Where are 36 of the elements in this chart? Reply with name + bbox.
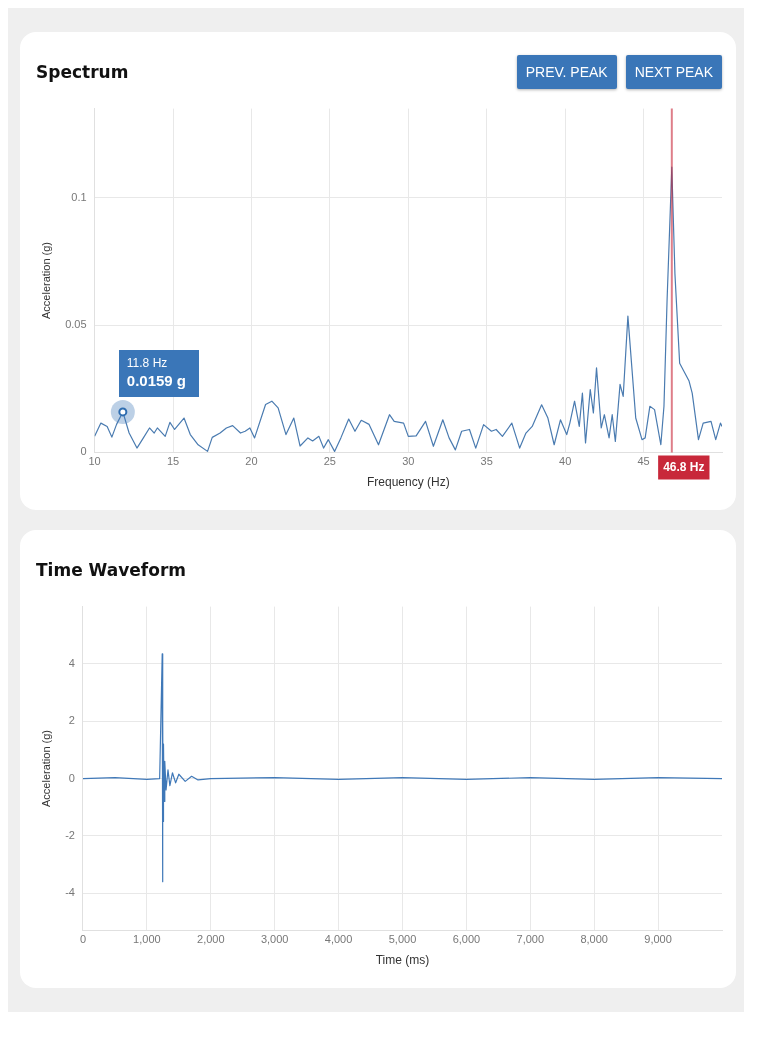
x-tick-label: 6,000 [452,933,481,946]
x-tick-label: 5,000 [388,933,417,946]
x-tick-label: 3,000 [260,933,289,946]
x-tick-label: 8,000 [580,933,608,946]
y-tick-label: 0 [68,771,75,784]
button[interactable]: NEXT PEAK [625,55,722,89]
x-tick-label: 15 [166,455,180,468]
x-tick-label: 45 [637,455,650,468]
y-axis-title: Acceleration (g) [39,729,52,808]
chart-title: Time Waveform [36,560,186,580]
x-tick-label: 9,000 [644,933,672,946]
x-axis-title: Time (ms) [375,953,430,968]
chart-title: Spectrum [36,62,129,82]
x-tick-label: 1,000 [133,933,161,946]
y-axis-title: Acceleration (g) [39,241,52,320]
y-tick-label: 0.05 [65,318,87,331]
x-tick-label: 10 [88,455,101,468]
x-tick-label: 30 [402,455,415,468]
annotation: 0.0159 g [126,370,188,391]
x-tick-label: 20 [245,455,258,468]
y-tick-label: 0 [80,445,87,458]
x-tick-label: 4,000 [324,933,353,946]
y-tick-label: 2 [68,714,75,727]
x-tick-label: 25 [323,455,337,468]
x-tick-label: 2,000 [197,933,225,946]
x-axis-title: Frequency (Hz) [366,475,450,490]
ref-line-label: 46.8 Hz [663,459,705,474]
button[interactable]: PREV. PEAK [516,55,617,89]
y-tick-label: -2 [65,828,75,841]
y-tick-label: -4 [65,886,75,899]
y-tick-label: 0.1 [71,190,87,203]
x-tick-label: 40 [559,455,572,468]
x-tick-label: 35 [480,455,493,468]
annotation: 11.8 Hz [126,354,169,371]
x-tick-label: 7,000 [516,933,545,946]
y-tick-label: 4 [68,656,75,669]
